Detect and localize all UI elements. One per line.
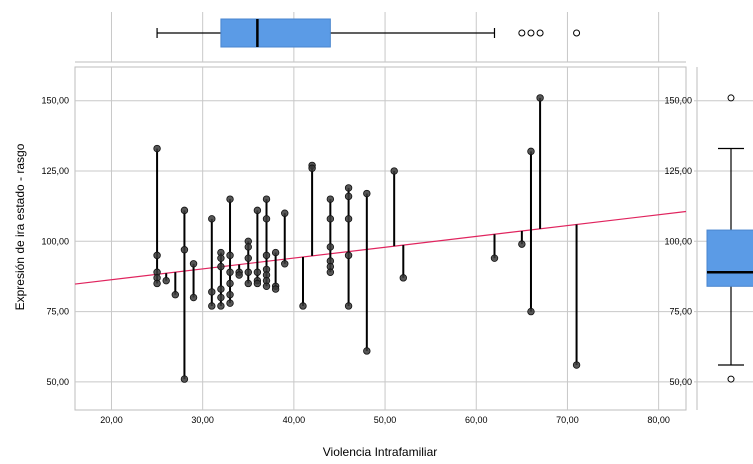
right-tick-label: 75,00 bbox=[669, 307, 692, 317]
data-point bbox=[262, 215, 271, 223]
data-point bbox=[235, 271, 243, 279]
x-outlier bbox=[518, 29, 526, 37]
data-point bbox=[271, 248, 280, 257]
fit-line bbox=[74, 210, 687, 285]
data-point bbox=[226, 251, 234, 260]
data-point bbox=[271, 285, 280, 293]
x-boxplot-panel bbox=[75, 12, 686, 63]
data-point bbox=[262, 251, 271, 260]
data-point bbox=[344, 251, 353, 260]
right-tick-label: 125,00 bbox=[664, 166, 692, 176]
data-point bbox=[217, 285, 225, 293]
data-point bbox=[189, 293, 198, 302]
data-point bbox=[299, 302, 307, 310]
x-tick-label: 80,00 bbox=[647, 415, 670, 425]
x-tick-label: 50,00 bbox=[374, 415, 397, 425]
data-point bbox=[572, 361, 581, 369]
y-outlier bbox=[727, 94, 735, 102]
data-point bbox=[226, 279, 234, 288]
data-point bbox=[217, 254, 225, 262]
data-point bbox=[536, 94, 544, 102]
x-tick-label: 60,00 bbox=[465, 415, 488, 425]
data-point bbox=[281, 260, 289, 268]
x-axis-title: Violencia Intrafamiliar bbox=[323, 445, 438, 459]
data-point bbox=[518, 240, 526, 248]
data-point bbox=[344, 302, 353, 310]
data-point bbox=[253, 206, 262, 215]
data-point bbox=[208, 302, 216, 310]
y-tick-label: 100,00 bbox=[41, 236, 69, 246]
y-tick-label: 125,00 bbox=[41, 166, 69, 176]
data-point bbox=[244, 254, 252, 262]
x-outlier bbox=[573, 29, 581, 37]
data-point bbox=[344, 192, 353, 201]
data-point bbox=[399, 274, 407, 282]
data-point bbox=[226, 195, 234, 203]
plot-frame bbox=[74, 66, 687, 411]
data-point bbox=[344, 215, 353, 223]
data-point bbox=[262, 195, 271, 203]
x-tick-label: 40,00 bbox=[283, 415, 306, 425]
data-point bbox=[363, 347, 371, 355]
data-point bbox=[326, 195, 335, 203]
data-point bbox=[326, 268, 335, 276]
y-tick-label: 50,00 bbox=[46, 377, 69, 387]
data-point bbox=[308, 164, 316, 172]
data-point bbox=[326, 215, 335, 223]
data-point bbox=[226, 268, 234, 276]
data-point bbox=[217, 302, 225, 310]
data-point bbox=[226, 291, 234, 299]
data-point bbox=[208, 215, 216, 223]
x-tick-label: 30,00 bbox=[191, 415, 214, 425]
data-point bbox=[253, 268, 262, 276]
data-point bbox=[162, 276, 170, 285]
data-point bbox=[180, 206, 189, 215]
data-point bbox=[217, 262, 225, 271]
data-point bbox=[171, 291, 180, 299]
data-point bbox=[153, 144, 161, 153]
y-tick-label: 150,00 bbox=[41, 96, 69, 106]
data-point bbox=[490, 254, 499, 262]
data-point bbox=[189, 260, 198, 268]
y-axis-title: Expresión de ira estado - rasgo bbox=[13, 143, 27, 310]
data-point bbox=[527, 147, 535, 156]
data-point bbox=[253, 279, 262, 288]
data-point bbox=[153, 251, 161, 260]
data-point bbox=[262, 282, 271, 290]
right-tick-label: 150,00 bbox=[664, 96, 692, 106]
data-point bbox=[180, 375, 189, 383]
x-outlier bbox=[536, 29, 544, 37]
y-outlier bbox=[727, 375, 735, 383]
x-box bbox=[220, 18, 331, 48]
data-point bbox=[244, 243, 252, 251]
data-point bbox=[363, 189, 371, 198]
data-point bbox=[244, 268, 252, 276]
data-point bbox=[217, 293, 225, 302]
data-point bbox=[208, 288, 216, 296]
x-tick-label: 20,00 bbox=[100, 415, 123, 425]
y-boxplot-panel: 50,00 75,00 100,00 125,00 150,00 bbox=[664, 67, 753, 410]
data-point bbox=[153, 279, 161, 288]
data-point bbox=[390, 167, 398, 175]
y-tick-label: 75,00 bbox=[46, 307, 69, 317]
data-point bbox=[281, 209, 289, 217]
data-point bbox=[244, 279, 252, 288]
x-tick-label: 70,00 bbox=[556, 415, 579, 425]
data-point bbox=[344, 184, 353, 192]
y-box bbox=[706, 229, 753, 287]
data-point bbox=[527, 307, 535, 316]
data-point bbox=[180, 246, 189, 254]
data-point bbox=[326, 243, 335, 251]
x-outlier bbox=[527, 29, 535, 37]
scatter-panel: 20,00 30,00 40,00 50,00 60,00 70,00 80,00 50,00… bbox=[41, 66, 687, 425]
right-tick-label: 100,00 bbox=[664, 236, 692, 246]
data-point bbox=[226, 299, 234, 307]
right-tick-label: 50,00 bbox=[669, 377, 692, 387]
